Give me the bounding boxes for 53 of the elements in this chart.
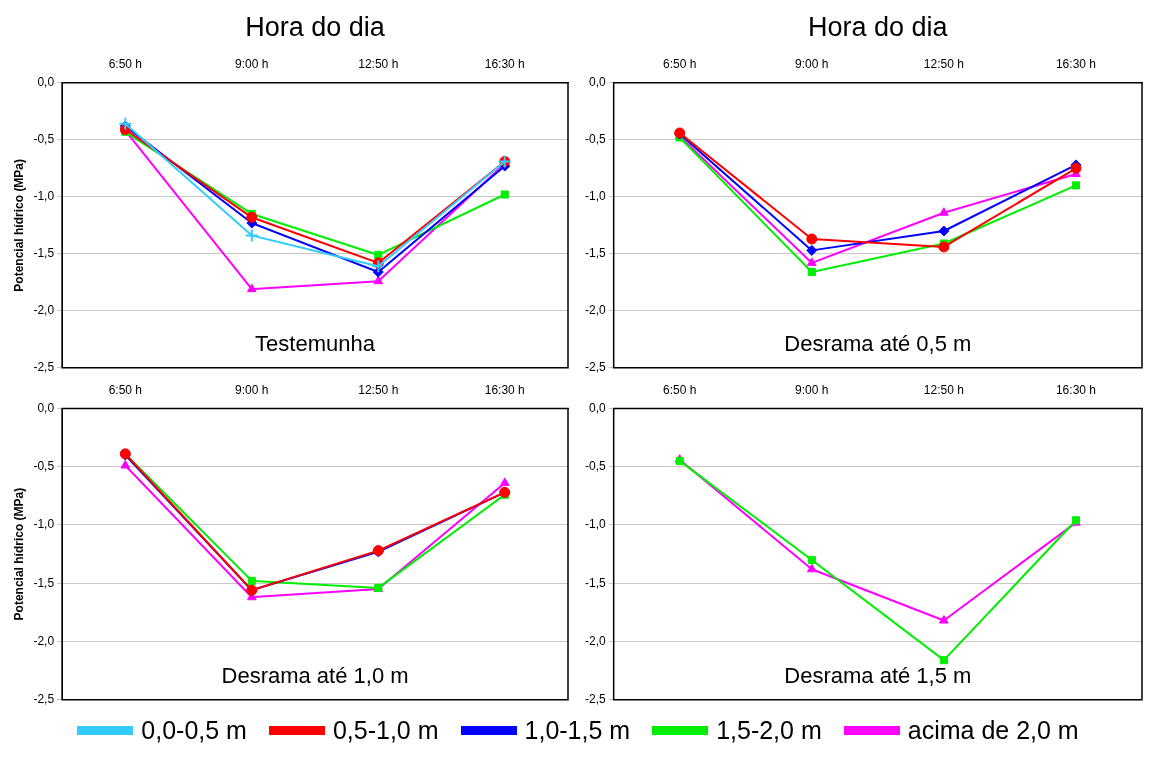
x-tick-label: 12:50 h xyxy=(923,56,964,71)
annotation: Desrama até 1,0 m xyxy=(221,662,409,688)
y-tick-label: -1,5 xyxy=(584,575,606,590)
x-axis-title: Hora do dia xyxy=(245,11,386,42)
x-tick-label: 16:30 h xyxy=(1055,382,1096,397)
y-tick-label: -1,5 xyxy=(33,246,55,261)
y-tick-label: -2,0 xyxy=(584,303,606,318)
y-tick-label: -1,0 xyxy=(584,517,606,532)
legend-label: 1,5-2,0 m xyxy=(716,716,822,745)
legend-label: 1,0-1,5 m xyxy=(524,716,631,745)
annotation: Desrama até 0,5 m xyxy=(784,330,972,356)
x-tick-label: 12:50 h xyxy=(358,56,399,71)
x-tick-label: 6:50 h xyxy=(663,56,697,71)
y-tick-label: 0,0 xyxy=(37,75,55,90)
y-tick-label: -2,0 xyxy=(584,633,606,648)
x-tick-label: 9:00 h xyxy=(795,382,829,397)
legend-label: 0,0-0,5 m xyxy=(141,716,247,745)
y-tick-label: 0,0 xyxy=(37,400,55,415)
y-tick-label: -1,0 xyxy=(33,189,55,204)
x-tick-label: 9:00 h xyxy=(235,56,269,71)
x-tick-label: 9:00 h xyxy=(235,382,269,397)
x-tick-label: 16:30 h xyxy=(1055,56,1096,71)
y-tick-label: -1,0 xyxy=(33,517,55,532)
y-tick-label: -0,5 xyxy=(33,132,55,147)
y-tick-label: -0,5 xyxy=(33,458,55,473)
y-tick-label: -1,5 xyxy=(33,575,55,590)
x-axis-title: Hora do dia xyxy=(808,11,949,42)
x-tick-label: 12:50 h xyxy=(923,382,964,397)
y-axis-title: Potencial hídrico (MPa) xyxy=(11,487,26,621)
x-tick-label: 16:30 h xyxy=(484,382,525,397)
y-tick-label: -2,5 xyxy=(584,692,606,707)
y-tick-label: -2,0 xyxy=(33,633,55,648)
y-tick-label: -2,0 xyxy=(33,303,55,318)
x-tick-label: 12:50 h xyxy=(358,382,399,397)
y-axis-title: Potencial hídrico (MPa) xyxy=(11,158,26,292)
y-tick-label: 0,0 xyxy=(588,400,606,415)
x-tick-label: 9:00 h xyxy=(795,56,829,71)
x-tick-label: 6:50 h xyxy=(108,56,143,71)
x-tick-label: 6:50 h xyxy=(663,382,697,397)
y-tick-label: -0,5 xyxy=(584,132,606,147)
y-tick-label: -1,5 xyxy=(584,246,606,261)
annotation: Desrama até 1,5 m xyxy=(784,662,972,688)
x-tick-label: 6:50 h xyxy=(108,382,143,397)
y-tick-label: -1,0 xyxy=(584,189,606,204)
y-tick-label: 0,0 xyxy=(588,75,606,90)
x-tick-label: 16:30 h xyxy=(484,56,525,71)
y-tick-label: -0,5 xyxy=(584,458,606,473)
annotation: Testemunha xyxy=(255,330,376,356)
legend-label: 0,5-1,0 m xyxy=(332,716,439,745)
y-tick-label: -2,5 xyxy=(584,360,606,375)
y-tick-label: -2,5 xyxy=(33,360,55,375)
y-tick-label: -2,5 xyxy=(33,692,55,707)
legend-label: acima de 2,0 m xyxy=(907,716,1079,745)
